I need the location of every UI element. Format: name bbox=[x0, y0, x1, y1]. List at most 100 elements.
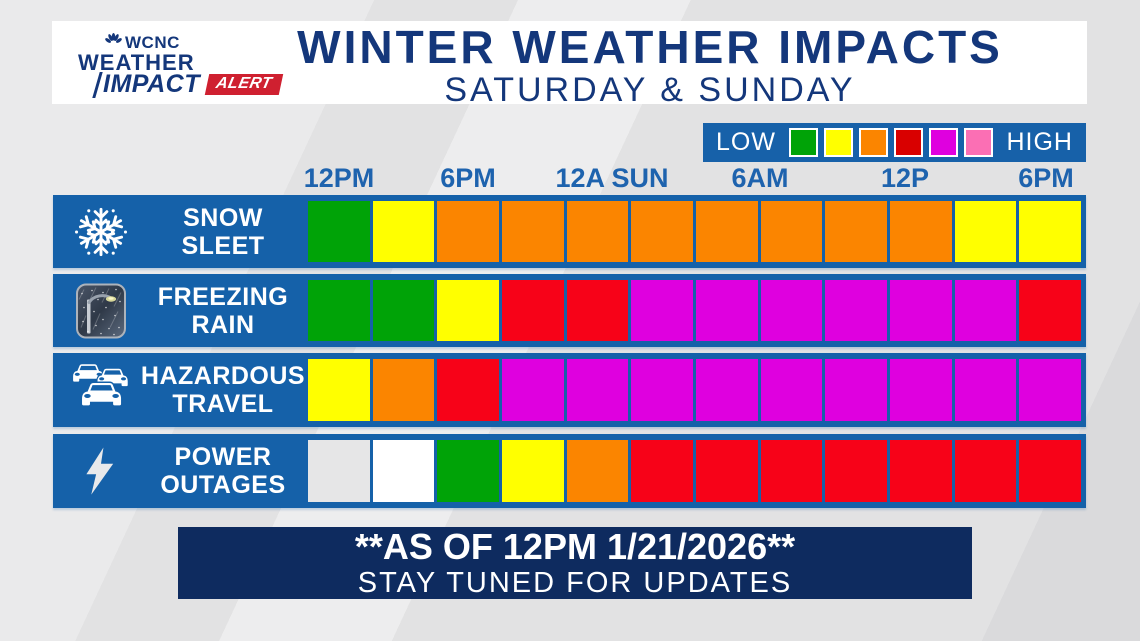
impact-scale-legend: LOW HIGH bbox=[703, 123, 1086, 162]
impact-cell bbox=[372, 201, 435, 262]
impact-cell bbox=[566, 440, 629, 502]
impact-row-freezing-rain: FREEZING RAIN bbox=[53, 274, 1086, 347]
legend-high-label: HIGH bbox=[1006, 128, 1073, 156]
row-label-line2: OUTAGES bbox=[160, 471, 286, 499]
impact-cell bbox=[696, 440, 758, 502]
impact-cell bbox=[308, 440, 370, 502]
row-label-freezing-rain: FREEZING RAIN bbox=[117, 274, 329, 347]
impact-cell bbox=[502, 201, 564, 262]
impact-cells-snow-sleet bbox=[308, 201, 1082, 262]
impact-cell bbox=[308, 280, 370, 341]
time-tick-label: 12A SUN bbox=[555, 163, 669, 193]
header-bar: WCNC WEATHER IMPACT ALERT WINTER WEATHER… bbox=[52, 21, 1087, 107]
time-tick-label: 6PM bbox=[440, 163, 496, 193]
impact-cell bbox=[825, 440, 888, 502]
alert-badge-label: ALERT bbox=[214, 75, 274, 92]
impact-cell bbox=[631, 359, 694, 421]
freezing-rain-photo-icon bbox=[69, 274, 133, 347]
impact-cell bbox=[760, 359, 823, 421]
impact-cell bbox=[566, 201, 629, 262]
impact-cell bbox=[825, 280, 888, 341]
row-label-line1: SNOW bbox=[183, 203, 263, 232]
impact-cell bbox=[372, 440, 435, 502]
stay-tuned-text: STAY TUNED FOR UPDATES bbox=[357, 566, 793, 599]
impact-cell bbox=[437, 440, 500, 502]
impact-cell bbox=[566, 280, 629, 341]
footer-banner: **AS OF 12PM 1/21/2026** STAY TUNED FOR … bbox=[178, 527, 972, 599]
impact-cell bbox=[760, 280, 823, 341]
alert-badge: ALERT bbox=[204, 74, 283, 95]
impact-cell bbox=[437, 359, 500, 421]
impact-cell bbox=[437, 280, 500, 341]
page-title: WINTER WEATHER IMPACTS bbox=[297, 21, 1003, 73]
legend-swatch bbox=[859, 128, 889, 157]
row-label-line2: SLEET bbox=[181, 231, 265, 260]
page-subtitle: SATURDAY & SUNDAY bbox=[444, 71, 856, 109]
impact-cell bbox=[696, 280, 758, 341]
impact-cell bbox=[631, 280, 694, 341]
row-label-hazardous-travel: HAZARDOUS TRAVEL bbox=[117, 353, 329, 427]
as-of-timestamp: **AS OF 12PM 1/21/2026** bbox=[354, 525, 796, 567]
row-label-line2: TRAVEL bbox=[172, 390, 274, 418]
time-tick-label: 6PM bbox=[1018, 163, 1074, 193]
impact-cell bbox=[890, 440, 952, 502]
impact-cells-hazardous-travel bbox=[308, 359, 1082, 421]
impact-cell bbox=[890, 280, 952, 341]
time-tick-label: 12P bbox=[880, 163, 930, 193]
time-tick-label: 12PM bbox=[303, 163, 375, 193]
impact-cell bbox=[631, 201, 694, 262]
row-label-line1: HAZARDOUS bbox=[140, 362, 306, 390]
legend-low-label: LOW bbox=[716, 128, 776, 156]
legend-swatch bbox=[824, 128, 854, 157]
impact-cell bbox=[890, 201, 952, 262]
impact-cell bbox=[696, 359, 758, 421]
impact-cells-power-outages bbox=[308, 440, 1082, 502]
impact-cell bbox=[372, 359, 435, 421]
impact-cell bbox=[631, 440, 694, 502]
impact-cell bbox=[760, 201, 823, 262]
impact-cell bbox=[760, 440, 823, 502]
legend-swatch bbox=[894, 128, 924, 157]
row-label-line1: FREEZING bbox=[157, 282, 289, 311]
row-label-snow-sleet: SNOW SLEET bbox=[117, 195, 329, 268]
brand-weather-text: WEATHER bbox=[78, 50, 195, 75]
station-call-letters: WCNC bbox=[125, 33, 180, 52]
impact-cell bbox=[825, 201, 888, 262]
impact-cell bbox=[502, 359, 564, 421]
legend-swatches bbox=[789, 128, 994, 157]
impact-cell bbox=[502, 440, 564, 502]
station-logo: WCNC bbox=[105, 33, 180, 53]
impact-cell bbox=[825, 359, 888, 421]
impact-row-power-outages: POWER OUTAGES bbox=[53, 434, 1086, 508]
row-label-power-outages: POWER OUTAGES bbox=[117, 434, 329, 508]
impact-cell bbox=[308, 201, 370, 262]
impact-cell bbox=[372, 280, 435, 341]
impact-cell bbox=[890, 359, 952, 421]
peacock-icon bbox=[105, 33, 122, 53]
snowflake-icon bbox=[69, 195, 133, 268]
impact-cell bbox=[696, 201, 758, 262]
impact-cell bbox=[1019, 440, 1082, 502]
impact-cell bbox=[308, 359, 370, 421]
lightning-bolt-icon bbox=[69, 434, 133, 508]
impact-row-snow-sleet: SNOW SLEET bbox=[53, 195, 1086, 268]
impact-cell bbox=[954, 359, 1017, 421]
time-axis: 12PM 6PM 12A SUN 6AM 12P 6PM bbox=[0, 163, 1140, 194]
legend-swatch bbox=[929, 128, 959, 157]
impact-cell bbox=[954, 280, 1017, 341]
impact-cell bbox=[1019, 359, 1082, 421]
legend-swatch bbox=[964, 128, 994, 157]
impact-row-hazardous-travel: HAZARDOUS TRAVEL bbox=[53, 353, 1086, 427]
impact-cell bbox=[1019, 201, 1082, 262]
impact-cell bbox=[437, 201, 500, 262]
impact-cells-freezing-rain bbox=[308, 280, 1082, 341]
row-label-line2: RAIN bbox=[191, 310, 255, 339]
time-tick-label: 6AM bbox=[731, 163, 789, 193]
impact-cell bbox=[1019, 280, 1082, 341]
brand-impact-row: IMPACT ALERT bbox=[92, 70, 283, 99]
legend-swatch bbox=[789, 128, 819, 157]
impact-cell bbox=[954, 201, 1017, 262]
impact-cell bbox=[502, 280, 564, 341]
title-block: WINTER WEATHER IMPACTS SATURDAY & SUNDAY bbox=[297, 24, 1003, 107]
